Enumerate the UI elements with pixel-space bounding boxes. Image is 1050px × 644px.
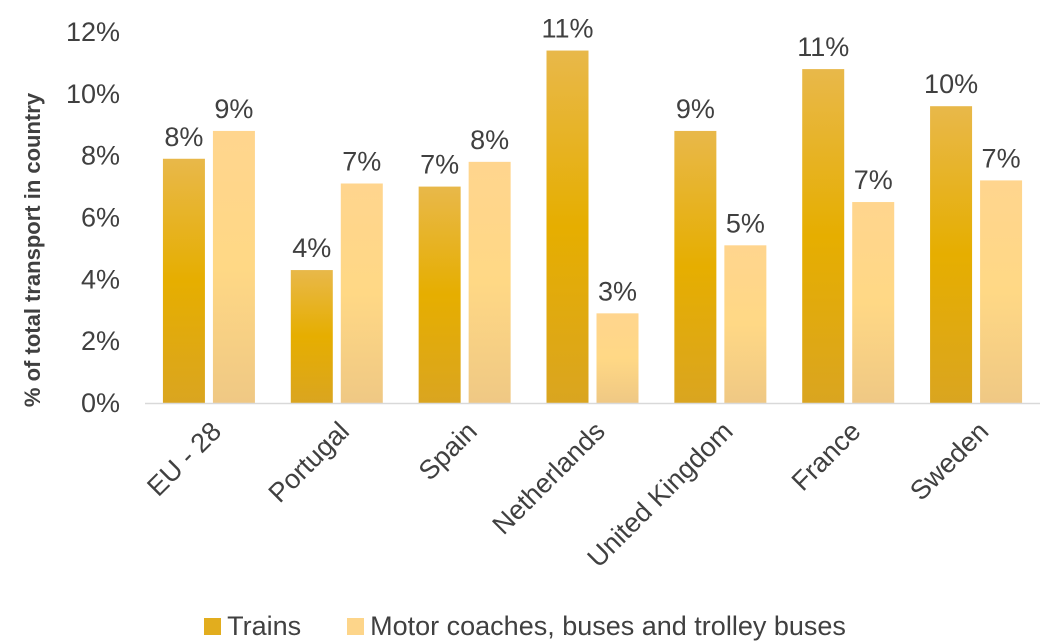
bar-trains-eu-28 <box>162 158 205 403</box>
bar-chart: 0% 2% 4% 6% 8% 10% 12% 8% 9% 4% 7% 7% 8% 11% 3% 9% 5% 11… <box>20 14 1040 573</box>
data-label-trains-france: 11% <box>797 32 849 62</box>
data-label-trains-sweden: 10% <box>924 69 978 99</box>
data-label-motor-coaches-buses-and-trolley-buses-spain: 8% <box>470 125 509 155</box>
y-tick-label: 2% <box>81 326 120 356</box>
bar-trains-united-kingdom <box>674 130 717 403</box>
data-label-motor-coaches-buses-and-trolley-buses-eu-28: 9% <box>214 94 253 124</box>
bar-trains-portugal <box>290 270 333 403</box>
bar-trains-sweden <box>930 106 973 403</box>
data-label-motor-coaches-buses-and-trolley-buses-netherlands: 3% <box>598 276 637 306</box>
bar-trains-spain <box>418 186 461 403</box>
y-tick-label: 10% <box>66 79 120 109</box>
legend-item-trains: Trains <box>204 611 301 642</box>
bar-motor-coaches-buses-and-trolley-buses-spain <box>468 161 511 403</box>
legend-swatch-trains <box>204 617 222 635</box>
bar-motor-coaches-buses-and-trolley-buses-france <box>852 202 895 403</box>
x-tick-label-portugal: Portugal <box>263 416 355 508</box>
bar-motor-coaches-buses-and-trolley-buses-eu-28 <box>212 130 255 403</box>
y-tick-label: 4% <box>81 264 120 294</box>
data-label-trains-netherlands: 11% <box>541 14 593 44</box>
legend: Trains Motor coaches, buses and trolley … <box>0 608 1050 644</box>
x-tick-label-france: France <box>786 416 867 497</box>
data-label-trains-united-kingdom: 9% <box>676 94 715 124</box>
bar-motor-coaches-buses-and-trolley-buses-netherlands <box>596 313 639 403</box>
data-label-trains-portugal: 4% <box>292 233 331 263</box>
data-label-trains-spain: 7% <box>420 150 459 180</box>
legend-label-buses: Motor coaches, buses and trolley buses <box>370 610 846 641</box>
data-label-motor-coaches-buses-and-trolley-buses-sweden: 7% <box>982 143 1021 173</box>
y-axis-ticks: 0% 2% 4% 6% 8% 10% 12% <box>66 17 120 418</box>
data-label-motor-coaches-buses-and-trolley-buses-united-kingdom: 5% <box>726 208 765 238</box>
x-tick-label-netherlands: Netherlands <box>487 416 611 540</box>
x-tick-label-spain: Spain <box>413 416 483 486</box>
legend-item-buses: Motor coaches, buses and trolley buses <box>347 611 846 642</box>
bars <box>162 50 1023 404</box>
x-tick-label-sweden: Sweden <box>904 416 994 506</box>
bar-motor-coaches-buses-and-trolley-buses-sweden <box>980 180 1023 403</box>
y-tick-label: 8% <box>81 141 120 171</box>
y-axis-title: % of total transport in country <box>20 92 45 407</box>
bar-trains-france <box>802 69 845 403</box>
legend-swatch-buses <box>347 617 365 635</box>
bar-motor-coaches-buses-and-trolley-buses-portugal <box>340 183 383 403</box>
data-label-motor-coaches-buses-and-trolley-buses-portugal: 7% <box>342 146 381 176</box>
legend-label-trains: Trains <box>227 610 302 641</box>
bar-trains-netherlands <box>546 50 589 404</box>
data-label-motor-coaches-buses-and-trolley-buses-france: 7% <box>854 165 893 195</box>
y-tick-label: 0% <box>81 388 120 418</box>
y-tick-label: 6% <box>81 203 120 233</box>
y-tick-label: 12% <box>66 17 120 47</box>
bar-motor-coaches-buses-and-trolley-buses-united-kingdom <box>724 245 767 403</box>
data-labels: 8% 9% 4% 7% 7% 8% 11% 3% 9% 5% 11% 7% 10% 7% <box>164 14 1020 307</box>
data-label-trains-eu-28: 8% <box>164 122 203 152</box>
x-tick-label-eu-28: EU - 28 <box>141 416 227 502</box>
